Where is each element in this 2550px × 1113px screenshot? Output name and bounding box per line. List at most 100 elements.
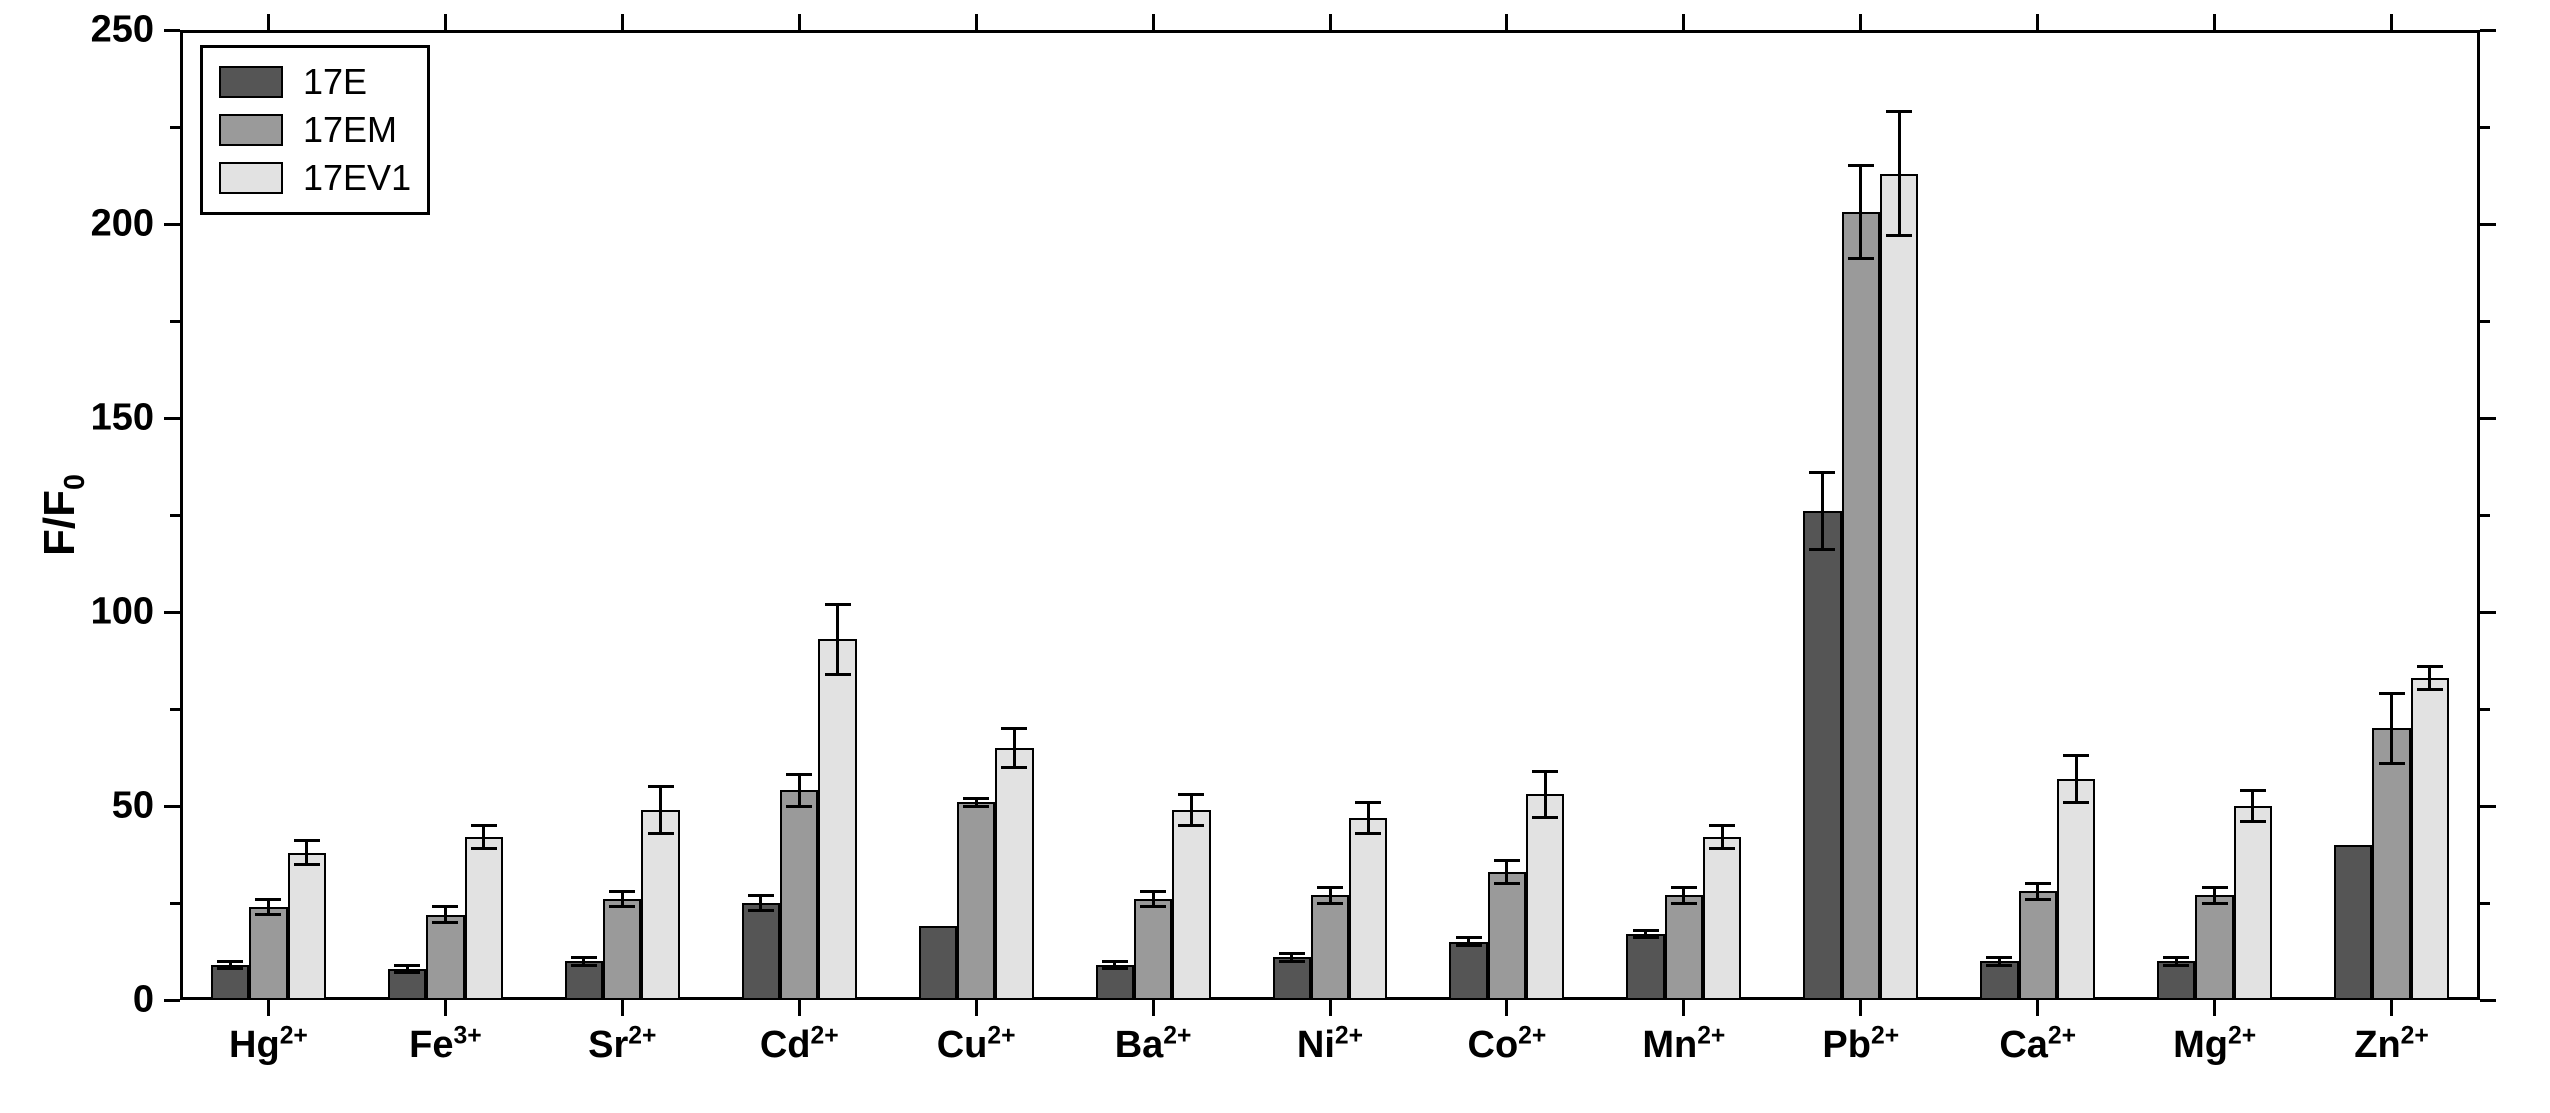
y-tick <box>164 611 180 614</box>
error-cap <box>394 971 420 974</box>
error-bar <box>659 787 662 834</box>
error-bar <box>2390 693 2393 763</box>
error-cap <box>2379 762 2405 765</box>
legend-item: 17EM <box>219 106 411 154</box>
error-cap <box>963 805 989 808</box>
error-cap <box>1633 936 1659 939</box>
error-cap <box>217 967 243 970</box>
y-minor-tick <box>2480 902 2490 905</box>
y-tick <box>2480 805 2496 808</box>
error-cap <box>648 832 674 835</box>
error-bar <box>1367 802 1370 833</box>
y-tick-label: 150 <box>91 397 154 440</box>
y-tick-label: 100 <box>91 591 154 634</box>
error-cap <box>963 797 989 800</box>
bar <box>818 639 856 1000</box>
bar <box>780 790 818 1000</box>
x-tick <box>1682 1000 1685 1016</box>
x-tick <box>975 14 978 30</box>
x-tick <box>444 14 447 30</box>
error-cap <box>1986 964 2012 967</box>
x-tick <box>267 1000 270 1016</box>
y-axis-label: F/F0 <box>35 474 85 556</box>
error-cap <box>294 863 320 866</box>
y-minor-tick <box>170 514 180 517</box>
bar <box>1803 511 1841 1000</box>
y-minor-tick <box>2480 320 2490 323</box>
bar <box>2334 845 2372 1000</box>
error-bar <box>2251 790 2254 821</box>
error-cap <box>1671 902 1697 905</box>
error-cap <box>1456 944 1482 947</box>
y-tick <box>164 999 180 1002</box>
bar <box>1980 961 2018 1000</box>
error-bar <box>1013 728 1016 767</box>
bar <box>1449 942 1487 1000</box>
error-cap <box>609 905 635 908</box>
x-tick-label: Fe3+ <box>409 1024 482 1067</box>
x-tick-label: Zn2+ <box>2354 1024 2429 1067</box>
error-cap <box>1140 905 1166 908</box>
bar <box>957 802 995 1000</box>
error-cap <box>2163 956 2189 959</box>
error-cap <box>1709 847 1735 850</box>
bar <box>426 915 464 1000</box>
y-minor-tick <box>170 320 180 323</box>
x-tick-label: Ca2+ <box>1999 1024 2076 1067</box>
y-tick <box>2480 223 2496 226</box>
y-tick <box>164 223 180 226</box>
error-cap <box>1494 882 1520 885</box>
error-cap <box>1532 770 1558 773</box>
chart-container: F/F0 17E17EM17EV1 050100150200250Hg2+Fe3… <box>0 0 2550 1113</box>
x-tick <box>798 14 801 30</box>
error-cap <box>1671 886 1697 889</box>
bar <box>1842 212 1880 1000</box>
y-tick <box>164 417 180 420</box>
error-cap <box>217 960 243 963</box>
error-cap <box>1532 816 1558 819</box>
x-tick <box>1859 1000 1862 1016</box>
legend-label: 17EM <box>303 109 397 151</box>
bar <box>2019 891 2057 1000</box>
y-minor-tick <box>170 126 180 129</box>
error-cap <box>2202 886 2228 889</box>
error-cap <box>786 805 812 808</box>
bar <box>919 926 957 1000</box>
error-cap <box>1809 548 1835 551</box>
bar <box>603 899 641 1000</box>
error-cap <box>1178 793 1204 796</box>
legend-swatch <box>219 162 283 194</box>
error-cap <box>2025 898 2051 901</box>
bar <box>1349 818 1387 1000</box>
error-cap <box>1633 929 1659 932</box>
x-tick <box>2213 14 2216 30</box>
bar <box>995 748 1033 1000</box>
error-cap <box>1317 902 1343 905</box>
bar <box>2195 895 2233 1000</box>
error-cap <box>1279 952 1305 955</box>
bar <box>565 961 603 1000</box>
bar <box>1134 899 1172 1000</box>
error-bar <box>836 604 839 674</box>
bar <box>2372 728 2410 1000</box>
bar <box>2234 806 2272 1000</box>
x-tick-label: Cd2+ <box>760 1024 839 1067</box>
error-cap <box>1102 967 1128 970</box>
x-tick-label: Co2+ <box>1468 1024 1547 1067</box>
error-bar <box>305 841 308 864</box>
x-tick <box>1329 14 1332 30</box>
bar <box>465 837 503 1000</box>
error-cap <box>1886 110 1912 113</box>
bar <box>742 903 780 1000</box>
y-tick <box>2480 999 2496 1002</box>
x-tick-label: Pb2+ <box>1822 1024 1899 1067</box>
x-tick <box>621 1000 624 1016</box>
error-cap <box>2417 688 2443 691</box>
error-bar <box>1821 472 1824 550</box>
plot-area <box>180 30 2480 1000</box>
error-cap <box>471 824 497 827</box>
bar <box>1526 794 1564 1000</box>
x-tick-label: Cu2+ <box>937 1024 1016 1067</box>
bar <box>249 907 287 1000</box>
error-cap <box>825 673 851 676</box>
